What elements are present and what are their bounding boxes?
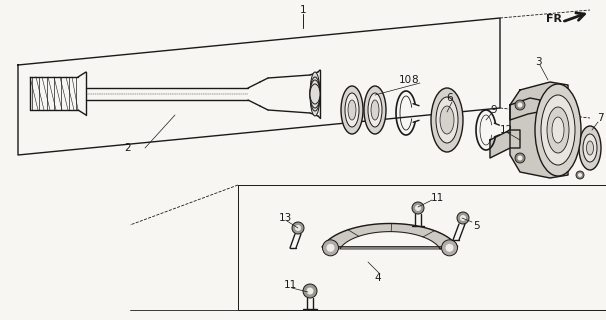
Circle shape bbox=[303, 284, 317, 298]
Ellipse shape bbox=[341, 86, 363, 134]
Ellipse shape bbox=[310, 80, 320, 108]
Circle shape bbox=[460, 215, 466, 221]
Ellipse shape bbox=[310, 84, 320, 104]
Text: 8: 8 bbox=[411, 75, 418, 85]
Text: 1: 1 bbox=[300, 5, 306, 15]
Circle shape bbox=[292, 222, 304, 234]
Ellipse shape bbox=[583, 134, 597, 162]
Ellipse shape bbox=[541, 95, 575, 165]
Circle shape bbox=[578, 173, 582, 177]
Ellipse shape bbox=[345, 93, 359, 127]
Circle shape bbox=[442, 240, 458, 256]
Text: 12: 12 bbox=[499, 125, 513, 135]
Circle shape bbox=[576, 171, 584, 179]
Ellipse shape bbox=[310, 77, 320, 111]
Circle shape bbox=[518, 156, 522, 161]
Text: 11: 11 bbox=[430, 193, 444, 203]
Ellipse shape bbox=[371, 100, 379, 120]
Ellipse shape bbox=[547, 107, 569, 153]
Circle shape bbox=[327, 244, 335, 252]
Ellipse shape bbox=[431, 88, 463, 152]
Ellipse shape bbox=[310, 72, 320, 116]
Text: FR.: FR. bbox=[546, 14, 567, 24]
Ellipse shape bbox=[579, 126, 601, 170]
Ellipse shape bbox=[587, 141, 593, 155]
Text: 7: 7 bbox=[597, 113, 604, 123]
Ellipse shape bbox=[535, 84, 581, 176]
Circle shape bbox=[515, 100, 525, 110]
Text: 13: 13 bbox=[278, 213, 291, 223]
Ellipse shape bbox=[348, 100, 356, 120]
Text: 2: 2 bbox=[125, 143, 132, 153]
Polygon shape bbox=[510, 98, 540, 120]
Ellipse shape bbox=[368, 93, 382, 127]
Text: 9: 9 bbox=[491, 105, 498, 115]
Ellipse shape bbox=[436, 97, 458, 143]
Text: 11: 11 bbox=[284, 280, 296, 290]
Polygon shape bbox=[490, 130, 520, 158]
Polygon shape bbox=[510, 82, 568, 178]
Text: 4: 4 bbox=[375, 273, 381, 283]
Ellipse shape bbox=[552, 117, 564, 143]
Circle shape bbox=[412, 202, 424, 214]
Polygon shape bbox=[322, 223, 458, 249]
Ellipse shape bbox=[440, 106, 454, 134]
Circle shape bbox=[322, 240, 339, 256]
Circle shape bbox=[515, 153, 525, 163]
Ellipse shape bbox=[364, 86, 386, 134]
Text: 5: 5 bbox=[473, 221, 479, 231]
Text: 3: 3 bbox=[534, 57, 541, 67]
Circle shape bbox=[415, 205, 421, 211]
Circle shape bbox=[518, 102, 522, 108]
Text: 6: 6 bbox=[447, 93, 453, 103]
Text: 10: 10 bbox=[398, 75, 411, 85]
Circle shape bbox=[445, 244, 453, 252]
Circle shape bbox=[307, 287, 313, 294]
Circle shape bbox=[457, 212, 469, 224]
Circle shape bbox=[295, 225, 301, 231]
